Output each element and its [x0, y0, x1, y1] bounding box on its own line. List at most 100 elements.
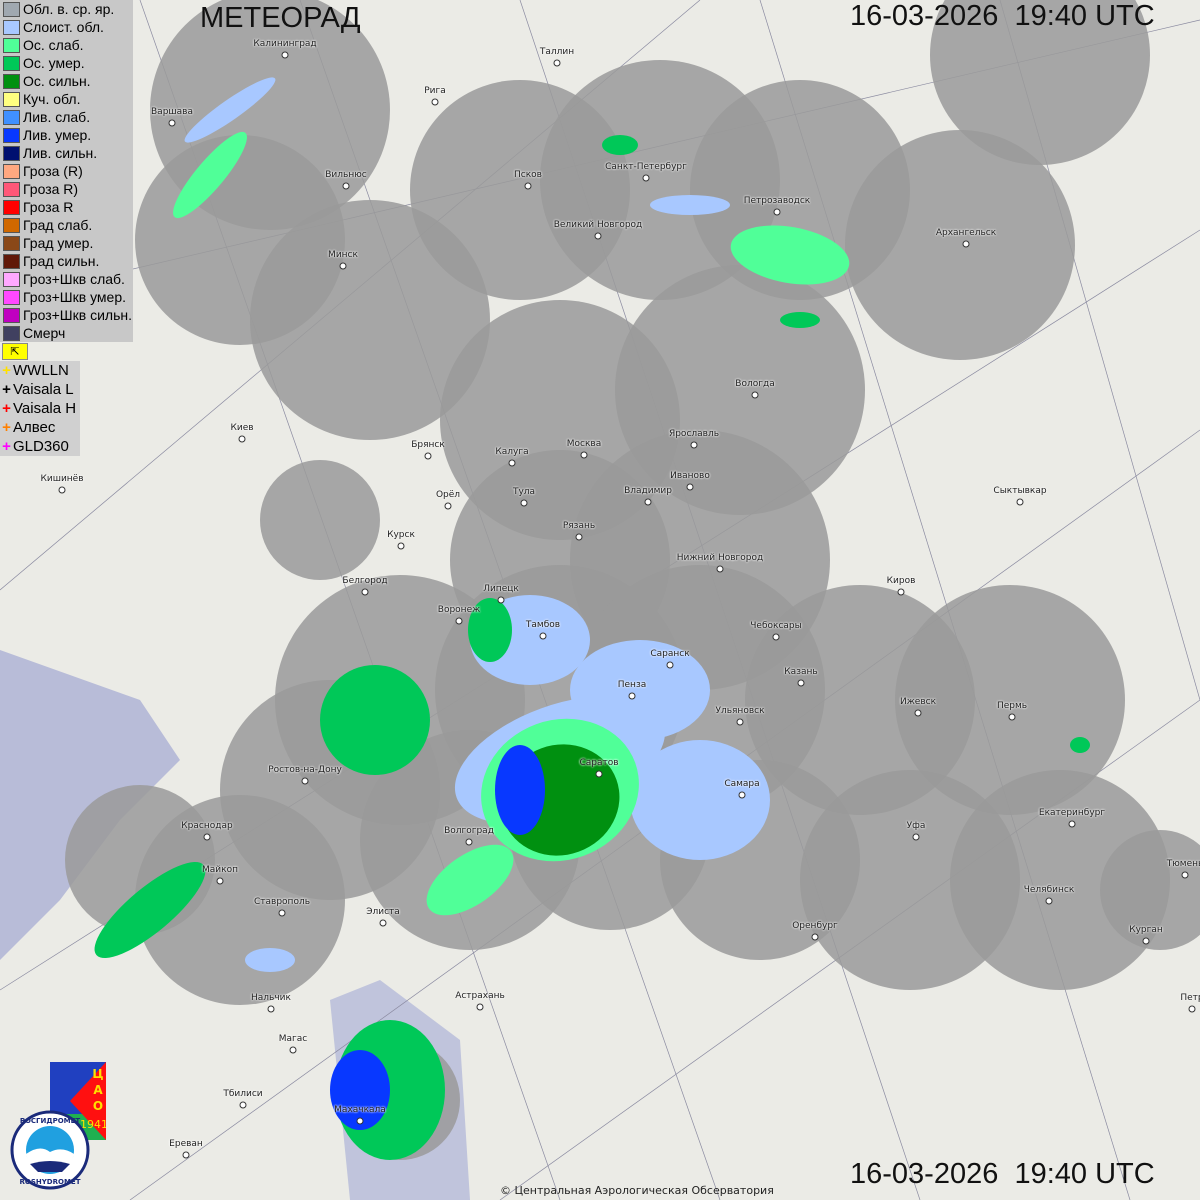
lightning-item: + Алвес — [0, 418, 80, 437]
precipitation-echo — [1070, 737, 1090, 753]
precipitation-echo — [730, 225, 850, 285]
city-label: Ереван — [169, 1139, 203, 1149]
lightning-item: + Vaisala H — [0, 399, 80, 418]
flag-icon[interactable]: ⇱ — [2, 343, 28, 360]
city-marker — [580, 451, 588, 459]
city-label: Пермь — [996, 701, 1028, 711]
legend-label: Град слаб. — [23, 217, 93, 233]
city-marker — [797, 679, 805, 687]
legend-label: Гроз+Шкв сильн. — [23, 307, 132, 323]
legend-item: Гроза R — [0, 198, 133, 216]
legend-swatch — [3, 325, 20, 341]
city-marker — [811, 933, 819, 941]
legend-swatch — [3, 217, 20, 233]
roshydromet-logo: РОСГИДРОМЕТ ROSHYDROMET — [10, 1110, 90, 1190]
precipitation-echo — [630, 740, 770, 860]
lightning-cross-icon: + — [2, 400, 11, 417]
city-marker — [431, 98, 439, 106]
legend-item: Ос. умер. — [0, 54, 133, 72]
city-label: Саранск — [650, 649, 690, 659]
city-label: Краснодар — [181, 821, 233, 831]
legend-swatch — [3, 91, 20, 107]
city-label: Тула — [512, 487, 536, 497]
svg-text:О: О — [93, 1099, 103, 1113]
precipitation-echo — [94, 861, 206, 959]
legend-item: Куч. обл. — [0, 90, 133, 108]
city-label: Петрозаводск — [743, 196, 811, 206]
city-marker — [539, 632, 547, 640]
city-label: Орёл — [435, 490, 461, 500]
legend-label: Обл. в. ср. яр. — [23, 1, 115, 17]
legend-label: Лив. сильн. — [23, 145, 98, 161]
legend-swatch — [3, 19, 20, 35]
city-label: Нальчик — [251, 993, 291, 1003]
precipitation-echo — [468, 598, 512, 662]
city-label: Элиста — [366, 907, 400, 917]
copyright: © Центральная Аэрологическая Обсерватори… — [500, 1184, 774, 1197]
city-marker — [524, 182, 532, 190]
city-marker — [361, 588, 369, 596]
svg-text:РОСГИДРОМЕТ: РОСГИДРОМЕТ — [20, 1117, 81, 1125]
legend-swatch — [3, 145, 20, 161]
city-marker — [686, 483, 694, 491]
city-label: Чебоксары — [750, 621, 802, 631]
lightning-item: + WWLLN — [0, 361, 80, 380]
legend-item: Слоист. обл. — [0, 18, 133, 36]
city-label: Брянск — [411, 440, 445, 450]
city-label: Калининград — [253, 39, 317, 49]
city-label: Самара — [724, 779, 760, 789]
lightning-cross-icon: + — [2, 362, 11, 379]
city-label: Воронеж — [437, 605, 481, 615]
city-marker — [716, 565, 724, 573]
legend-item: Град сильн. — [0, 252, 133, 270]
city-label: Казань — [784, 667, 818, 677]
city-label: Уфа — [906, 821, 926, 831]
lightning-item: + GLD360 — [0, 437, 80, 456]
city-label: Великий Новгород — [553, 220, 643, 230]
legend-label: Град сильн. — [23, 253, 100, 269]
legend-item: Гроза R) — [0, 180, 133, 198]
radar-coverage — [1100, 830, 1200, 950]
city-label: Иваново — [670, 471, 710, 481]
legend-item: Гроз+Шкв сильн. — [0, 306, 133, 324]
legend-label: Лив. слаб. — [23, 109, 91, 125]
city-marker — [238, 435, 246, 443]
city-marker — [912, 833, 920, 841]
legend-label: Ос. умер. — [23, 55, 85, 71]
legend-label: Гроза R — [23, 199, 74, 215]
precipitation-echo — [320, 665, 430, 775]
legend-label: Смерч — [23, 325, 66, 341]
city-marker — [914, 709, 922, 717]
legend-swatch — [3, 181, 20, 197]
city-label: Оренбург — [792, 921, 838, 931]
city-label: Махачкала — [334, 1105, 386, 1115]
city-marker — [476, 1003, 484, 1011]
city-marker — [773, 208, 781, 216]
city-marker — [1016, 498, 1024, 506]
city-label: Киев — [230, 423, 254, 433]
city-label: Таллин — [539, 47, 575, 57]
radar-coverage — [250, 200, 490, 440]
city-label: Астрахань — [455, 991, 505, 1001]
city-marker — [1181, 871, 1189, 879]
legend-label: Куч. обл. — [23, 91, 81, 107]
precipitation-echo — [570, 640, 710, 740]
lightning-cross-icon: + — [2, 438, 11, 455]
radar-coverage — [930, 0, 1150, 165]
city-marker — [239, 1101, 247, 1109]
city-label: Белгород — [342, 576, 388, 586]
city-marker — [424, 452, 432, 460]
city-marker — [281, 51, 289, 59]
radar-coverage — [895, 585, 1125, 815]
precipitation-echo — [245, 948, 295, 972]
city-marker — [772, 633, 780, 641]
svg-text:1941: 1941 — [80, 1118, 106, 1131]
precipitation-echo — [495, 745, 545, 835]
city-label: Петр — [1180, 993, 1200, 1003]
precipitation-echo — [780, 312, 820, 328]
city-marker — [1188, 1005, 1196, 1013]
legend-item: Град умер. — [0, 234, 133, 252]
legend-item: Лив. сильн. — [0, 144, 133, 162]
city-marker — [1142, 937, 1150, 945]
